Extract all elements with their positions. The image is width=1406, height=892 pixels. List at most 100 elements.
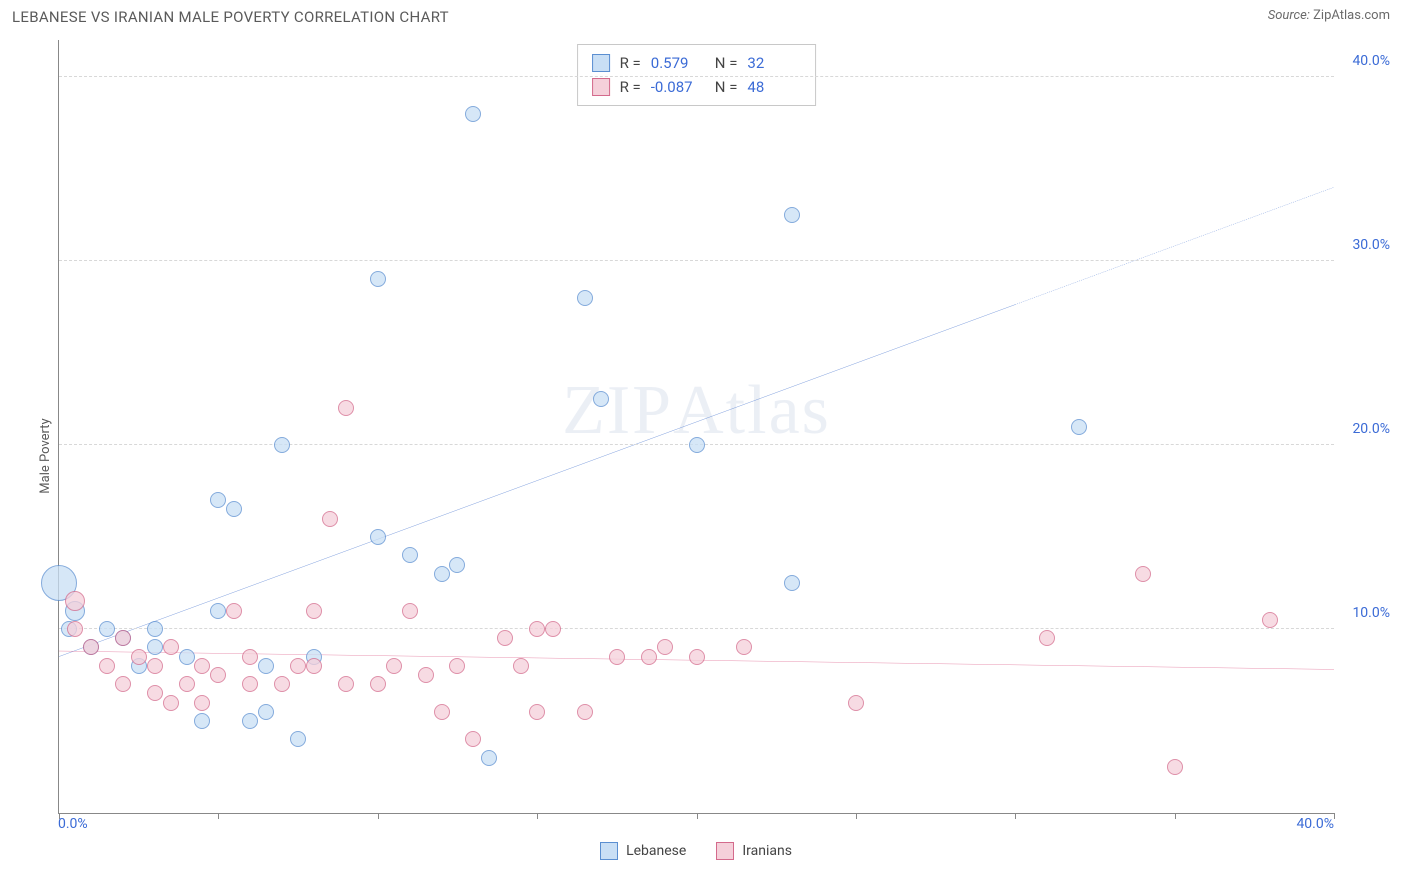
scatter-point xyxy=(322,511,338,527)
scatter-point xyxy=(338,400,354,416)
chart-area: Male Poverty ZIPAtlas R =0.579N =32R =-0… xyxy=(12,40,1394,872)
scatter-point xyxy=(386,658,402,674)
scatter-point xyxy=(306,658,322,674)
scatter-point xyxy=(657,639,673,655)
scatter-point xyxy=(258,658,274,674)
scatter-point xyxy=(147,685,163,701)
chart-header: LEBANESE VS IRANIAN MALE POVERTY CORRELA… xyxy=(0,0,1406,30)
scatter-point xyxy=(99,658,115,674)
scatter-point xyxy=(370,676,386,692)
scatter-point xyxy=(99,621,115,637)
scatter-point xyxy=(83,639,99,655)
legend-swatch xyxy=(600,842,618,860)
scatter-point xyxy=(402,547,418,563)
stat-n-label: N = xyxy=(715,51,738,75)
scatter-point xyxy=(434,704,450,720)
stat-n-value: 32 xyxy=(747,51,801,75)
scatter-point xyxy=(226,501,242,517)
series-swatch xyxy=(592,54,610,72)
scatter-point xyxy=(290,658,306,674)
scatter-point xyxy=(513,658,529,674)
scatter-point xyxy=(290,731,306,747)
x-tick-label: 0.0% xyxy=(58,816,88,832)
scatter-point xyxy=(784,207,800,223)
scatter-point xyxy=(242,676,258,692)
scatter-point xyxy=(481,750,497,766)
scatter-point xyxy=(194,713,210,729)
chart-source: Source: ZipAtlas.com xyxy=(1268,8,1390,23)
scatter-point xyxy=(179,676,195,692)
scatter-point xyxy=(147,658,163,674)
scatter-point xyxy=(274,437,290,453)
scatter-point xyxy=(593,391,609,407)
scatter-point xyxy=(736,639,752,655)
scatter-point xyxy=(67,621,83,637)
scatter-point xyxy=(274,676,290,692)
scatter-point xyxy=(338,676,354,692)
legend-label: Iranians xyxy=(742,843,792,859)
gridline xyxy=(59,628,1334,629)
legend-swatch xyxy=(716,842,734,860)
scatter-point xyxy=(577,290,593,306)
scatter-point xyxy=(147,639,163,655)
chart-title: LEBANESE VS IRANIAN MALE POVERTY CORRELA… xyxy=(12,8,449,26)
legend-item: Lebanese xyxy=(600,842,686,860)
stats-row: R = 0.579 N = 32 xyxy=(592,51,802,75)
scatter-point xyxy=(194,658,210,674)
scatter-point xyxy=(115,630,131,646)
regression-lines xyxy=(59,40,1334,813)
y-tick-label: 40.0% xyxy=(1338,53,1390,69)
scatter-point xyxy=(529,621,545,637)
x-tick-label: 40.0% xyxy=(1296,816,1334,832)
scatter-point xyxy=(306,603,322,619)
scatter-point xyxy=(194,695,210,711)
scatter-point xyxy=(465,731,481,747)
scatter-point xyxy=(163,639,179,655)
scatter-point xyxy=(497,630,513,646)
scatter-point xyxy=(179,649,195,665)
scatter-point xyxy=(641,649,657,665)
scatter-point xyxy=(609,649,625,665)
scatter-point xyxy=(1167,759,1183,775)
x-axis-labels: 0.0% 40.0% xyxy=(58,816,1334,836)
scatter-point xyxy=(1262,612,1278,628)
stat-n-value: 48 xyxy=(747,75,801,99)
scatter-point xyxy=(65,591,85,611)
gridline xyxy=(59,260,1334,261)
scatter-point xyxy=(784,575,800,591)
scatter-point xyxy=(689,437,705,453)
scatter-point xyxy=(163,695,179,711)
y-axis-label: Male Poverty xyxy=(38,418,53,493)
scatter-point xyxy=(449,557,465,573)
series-swatch xyxy=(592,78,610,96)
scatter-point xyxy=(226,603,242,619)
plot-area: ZIPAtlas R =0.579N =32R =-0.087N =48 10.… xyxy=(58,40,1334,814)
source-label: Source: xyxy=(1268,8,1310,23)
stats-row: R = -0.087 N = 48 xyxy=(592,75,802,99)
stat-r-label: R = xyxy=(620,75,641,99)
legend-label: Lebanese xyxy=(626,843,686,859)
scatter-point xyxy=(434,566,450,582)
scatter-point xyxy=(1039,630,1055,646)
scatter-point xyxy=(449,658,465,674)
scatter-point xyxy=(402,603,418,619)
stat-r-label: R = xyxy=(620,51,641,75)
scatter-point xyxy=(848,695,864,711)
y-tick-label: 20.0% xyxy=(1338,421,1390,437)
stat-n-label: N = xyxy=(715,75,738,99)
scatter-point xyxy=(689,649,705,665)
scatter-point xyxy=(545,621,561,637)
scatter-point xyxy=(210,492,226,508)
scatter-point xyxy=(115,676,131,692)
scatter-point xyxy=(370,271,386,287)
scatter-point xyxy=(242,649,258,665)
scatter-point xyxy=(529,704,545,720)
x-tick xyxy=(1334,813,1335,819)
scatter-point xyxy=(1071,419,1087,435)
y-tick-label: 10.0% xyxy=(1338,605,1390,621)
stat-r-value: -0.087 xyxy=(651,75,705,99)
scatter-point xyxy=(131,649,147,665)
stat-r-value: 0.579 xyxy=(651,51,705,75)
source-value: ZipAtlas.com xyxy=(1313,8,1390,23)
scatter-point xyxy=(418,667,434,683)
